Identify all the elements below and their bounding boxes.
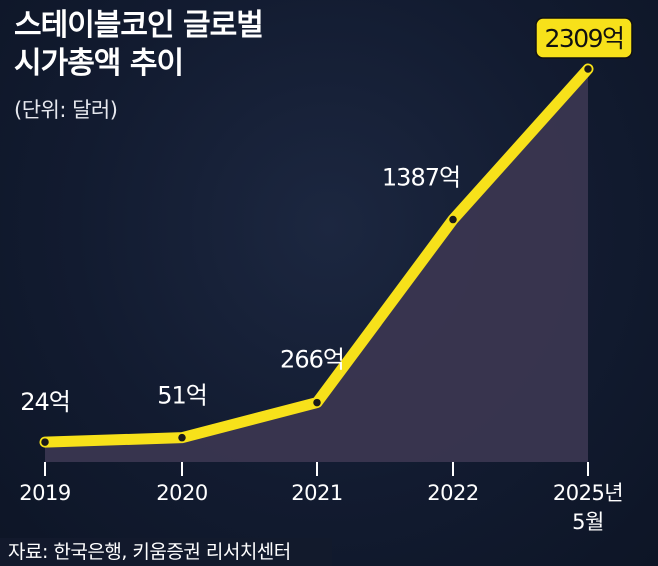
value-label-highlight: 2309억 xyxy=(544,24,623,53)
value-label-2019: 24억 xyxy=(20,388,70,416)
data-point-2020 xyxy=(176,432,188,443)
x-label-0-0: 2019 xyxy=(19,481,70,505)
x-label-4-1: 5월 xyxy=(572,510,604,534)
x-label-3-0: 2022 xyxy=(427,481,478,505)
x-label-2-0: 2021 xyxy=(291,481,342,505)
value-label-2020: 51억 xyxy=(157,382,207,410)
data-point-2021 xyxy=(311,397,323,408)
data-point-2022 xyxy=(447,214,459,225)
data-point-2019 xyxy=(39,436,51,448)
chart-title-line2: 시가총액 추이 xyxy=(14,46,184,81)
data-point-2025년 5월 xyxy=(582,63,594,75)
source-note: 자료: 한국은행, 키움증권 리서치센터 xyxy=(0,538,332,566)
x-label-1-0: 2020 xyxy=(156,481,207,505)
value-label-2022: 1387억 xyxy=(382,164,460,192)
value-label-2021: 266억 xyxy=(280,346,344,374)
chart-title-line1: 스테이블코인 글로벌 xyxy=(14,8,264,43)
highlight-box xyxy=(535,17,633,59)
area-fill xyxy=(45,69,588,462)
x-label-4-0: 2025년 xyxy=(553,481,623,505)
unit-label: (단위: 달러) xyxy=(14,98,118,122)
